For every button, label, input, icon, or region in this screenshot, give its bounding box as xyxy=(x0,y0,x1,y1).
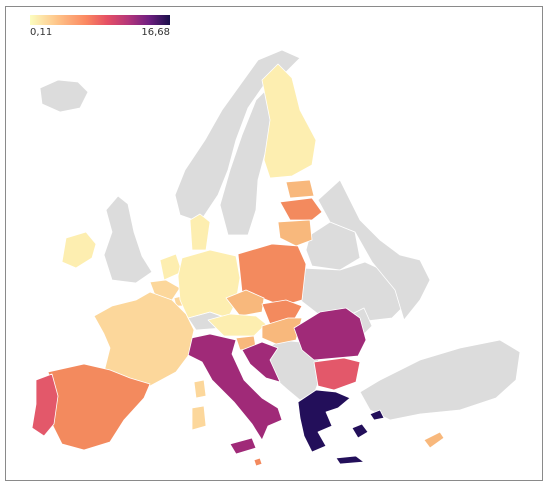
country-ireland[interactable] xyxy=(61,231,97,269)
country-denmark[interactable] xyxy=(189,213,211,251)
country-turkey[interactable] xyxy=(359,339,521,421)
country-austria[interactable] xyxy=(207,313,267,337)
country-finland[interactable] xyxy=(261,63,317,179)
country-portugal[interactable] xyxy=(31,373,59,437)
country-malta[interactable] xyxy=(253,457,263,467)
country-estonia[interactable] xyxy=(285,179,315,199)
legend-min-label: 0,11 xyxy=(30,27,53,38)
country-crete[interactable] xyxy=(335,455,365,465)
country-croatia[interactable] xyxy=(241,341,281,383)
country-germany[interactable] xyxy=(177,249,241,319)
country-hungary[interactable] xyxy=(261,317,303,345)
country-lithuania[interactable] xyxy=(277,219,313,247)
country-sardinia[interactable] xyxy=(191,405,207,431)
country-latvia[interactable] xyxy=(279,197,323,221)
legend-max-label: 16,68 xyxy=(141,27,170,38)
country-greece[interactable] xyxy=(297,389,351,453)
country-norway[interactable] xyxy=(174,49,301,223)
country-greek-islands[interactable] xyxy=(351,409,385,439)
country-russia[interactable] xyxy=(317,179,431,321)
color-legend: 0,11 16,68 xyxy=(30,15,170,45)
country-cyprus[interactable] xyxy=(423,431,445,449)
country-france[interactable] xyxy=(93,291,195,387)
country-corsica[interactable] xyxy=(193,379,207,399)
country-iceland[interactable] xyxy=(39,79,89,113)
legend-gradient-bar xyxy=(30,15,170,25)
country-united-kingdom[interactable] xyxy=(103,195,153,284)
country-italy[interactable] xyxy=(181,333,283,441)
country-sicily[interactable] xyxy=(229,437,257,455)
country-bulgaria[interactable] xyxy=(313,357,361,391)
country-romania[interactable] xyxy=(293,307,367,361)
